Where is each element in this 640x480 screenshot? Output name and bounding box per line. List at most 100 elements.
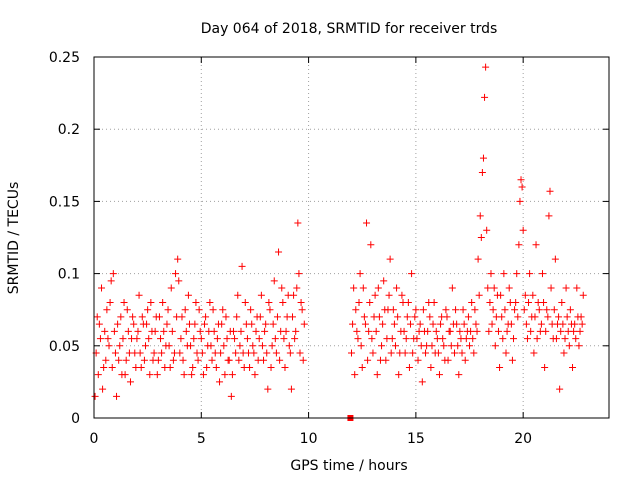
data-point — [531, 313, 539, 321]
data-point — [462, 335, 470, 343]
data-point — [487, 270, 495, 278]
data-point — [164, 306, 172, 314]
data-point — [365, 327, 373, 335]
data-point — [430, 298, 438, 306]
data-point — [409, 349, 417, 357]
data-point — [360, 313, 368, 321]
data-point — [466, 342, 474, 350]
data-point — [477, 234, 485, 241]
data-point — [396, 349, 404, 357]
data-point — [254, 356, 262, 364]
data-point — [213, 335, 221, 343]
data-point — [541, 363, 549, 371]
data-point — [370, 313, 378, 321]
data-point — [468, 298, 476, 306]
data-point — [507, 320, 515, 328]
data-point — [109, 270, 117, 278]
data-point — [349, 320, 357, 328]
data-point — [234, 291, 242, 299]
data-point — [174, 255, 182, 263]
data-point — [479, 154, 487, 162]
data-point — [143, 320, 151, 328]
data-point — [367, 241, 375, 249]
data-point — [175, 277, 183, 285]
data-point — [157, 335, 165, 343]
data-point — [418, 378, 426, 386]
data-point — [451, 349, 458, 357]
data-point — [153, 371, 161, 379]
data-point — [572, 335, 580, 343]
y-tick-label: 0.2 — [58, 122, 80, 138]
y-tick-label: 0.1 — [58, 267, 80, 283]
data-point — [452, 306, 460, 314]
data-point — [263, 349, 271, 357]
data-point — [508, 356, 516, 364]
data-point — [275, 248, 283, 256]
data-point — [491, 342, 499, 350]
data-point — [280, 335, 288, 343]
data-point — [248, 320, 256, 328]
data-point — [494, 327, 502, 335]
data-point — [258, 342, 266, 350]
data-point — [247, 306, 255, 314]
data-point — [471, 306, 479, 314]
data-point — [206, 298, 214, 306]
data-point — [224, 356, 232, 364]
data-point — [368, 335, 376, 343]
data-point — [556, 385, 564, 393]
data-point — [440, 342, 448, 350]
data-point — [297, 298, 305, 306]
data-point — [525, 298, 533, 306]
data-point — [197, 335, 205, 343]
data-point — [129, 313, 137, 321]
data-point — [516, 197, 524, 205]
data-point — [182, 327, 190, 335]
data-point — [126, 378, 134, 386]
data-point — [546, 187, 554, 195]
data-point — [454, 342, 462, 350]
data-point — [220, 342, 228, 350]
data-point — [99, 385, 107, 393]
data-point — [228, 371, 236, 379]
data-point — [434, 349, 442, 357]
data-point — [407, 320, 415, 328]
data-point — [561, 335, 569, 343]
data-point — [449, 320, 457, 328]
data-point — [379, 320, 387, 328]
data-point — [464, 313, 472, 321]
data-point — [371, 291, 379, 299]
y-tick-label: 0.25 — [49, 50, 80, 66]
data-point — [256, 313, 264, 321]
data-point — [416, 320, 424, 328]
data-point — [387, 349, 395, 357]
data-point — [146, 371, 154, 379]
data-point — [173, 313, 181, 321]
data-point — [488, 320, 496, 328]
data-point — [296, 349, 304, 357]
data-point — [183, 342, 191, 350]
data-point — [352, 306, 360, 314]
data-point — [543, 306, 551, 314]
data-point — [207, 342, 215, 350]
data-point — [526, 270, 534, 278]
data-point — [241, 298, 249, 306]
data-point — [236, 342, 244, 350]
data-point — [552, 335, 560, 343]
data-point — [555, 313, 563, 321]
data-point — [413, 335, 421, 343]
data-point — [511, 306, 519, 314]
data-point — [218, 320, 226, 328]
data-point — [550, 306, 558, 314]
data-point — [513, 270, 521, 278]
data-point — [101, 327, 109, 335]
data-point — [348, 349, 355, 357]
data-point — [385, 291, 393, 299]
data-point — [578, 320, 586, 328]
data-point — [361, 320, 369, 328]
data-point — [366, 298, 374, 306]
data-point — [102, 356, 110, 364]
data-point — [474, 255, 482, 263]
data-point — [559, 320, 567, 328]
data-point — [300, 320, 308, 328]
data-point — [298, 306, 306, 314]
